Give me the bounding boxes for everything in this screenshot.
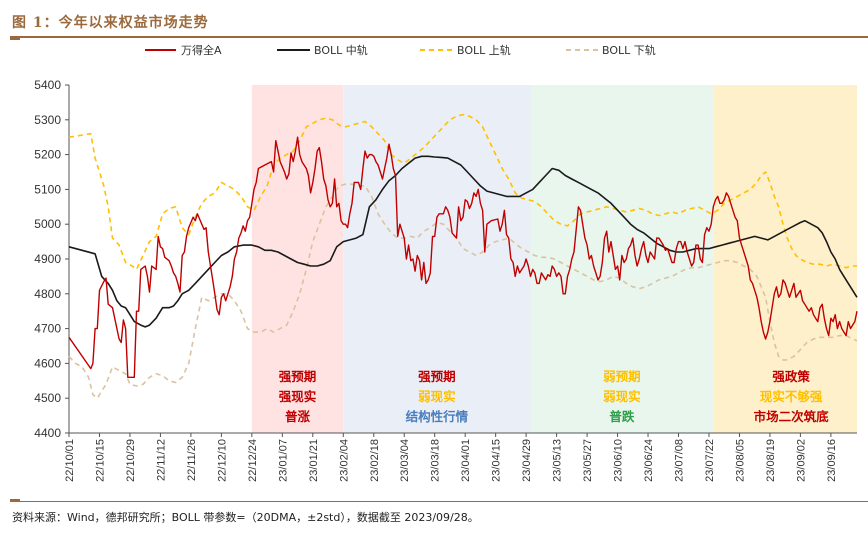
x-tick-label: 23/06/10	[613, 439, 625, 482]
x-tick-label: 22/10/29	[125, 439, 137, 482]
x-tick-label: 22/11/12	[155, 439, 167, 481]
x-tick-label: 23/08/19	[765, 439, 777, 482]
x-tick-label: 22/11/26	[186, 439, 198, 481]
x-tick-label: 23/07/22	[704, 439, 716, 482]
phase-4-label-1: 强政策	[772, 369, 810, 384]
x-tick-label: 23/06/24	[643, 439, 655, 482]
phase-region-4	[713, 85, 857, 433]
x-tick-label: 23/04/29	[521, 439, 533, 482]
series-boll-lower	[68, 183, 858, 399]
source-note: 资料来源：Wind，德邦研究所；BOLL 带参数=（20DMA，±2std），数…	[12, 511, 479, 524]
x-tick-label: 23/04/01	[460, 439, 472, 482]
y-tick-label: 5000	[34, 217, 61, 231]
phase-4-label-3: 市场二次筑底	[754, 409, 830, 424]
x-tick-label: 23/09/16	[826, 439, 838, 482]
x-tick-label: 23/01/07	[277, 439, 289, 482]
y-tick-label: 4900	[34, 252, 61, 266]
x-tick-label: 22/10/15	[94, 439, 106, 482]
phase-1-label-3: 普涨	[285, 409, 311, 424]
source-rule	[10, 501, 868, 502]
phase-1-label-1: 强预期	[279, 369, 317, 384]
phase-3-label-1: 弱预期	[603, 369, 641, 384]
phase-2-label-2: 弱现实	[418, 389, 456, 404]
legend-label-boll-lower: BOLL 下轨	[602, 43, 656, 57]
series	[68, 113, 858, 399]
figure-title: 图 1：今年以来权益市场走势	[12, 15, 209, 31]
title-rule	[10, 36, 868, 38]
x-tick-label: 23/08/05	[734, 439, 746, 482]
x-tick-label: 23/03/18	[430, 439, 442, 482]
x-tick-label: 23/03/04	[399, 439, 411, 482]
y-tick-label: 5200	[34, 148, 61, 162]
y-tick-label: 4400	[34, 426, 61, 440]
x-tick-label: 22/12/10	[216, 439, 228, 482]
x-tick-label: 23/01/21	[308, 439, 320, 482]
phase-4-label-2: 现实不够强	[760, 389, 823, 404]
y-tick-label: 5100	[34, 182, 61, 196]
x-tick-label: 22/12/24	[247, 439, 259, 482]
legend-label-boll-upper: BOLL 上轨	[457, 43, 511, 57]
axes: 4400 4500 4600 4700 4800 4900 5000 5100 5200 5300…	[34, 78, 857, 482]
x-tick-label: 22/10/01	[64, 439, 76, 482]
y-tick-label: 5300	[34, 113, 61, 127]
y-tick-label: 4700	[34, 322, 61, 336]
x-tick-label: 23/05/27	[582, 439, 594, 482]
series-boll-mid	[68, 155, 858, 328]
x-tick-label: 23/07/08	[674, 439, 686, 482]
phase-1-label-2: 强现实	[279, 389, 317, 404]
phase-3-label-3: 普跌	[609, 409, 635, 424]
x-tick-label: 23/04/15	[491, 439, 503, 482]
phase-region-2	[343, 85, 531, 433]
phase-3-label-2: 弱现实	[603, 389, 641, 404]
title-rule-accent	[10, 38, 20, 40]
source-rule-accent	[10, 499, 20, 501]
chart: 4400 4500 4600 4700 4800 4900 5000 5100 5200 5300…	[34, 43, 858, 482]
legend-label-boll-mid: BOLL 中轨	[314, 43, 368, 57]
legend: 万得全A BOLL 中轨 BOLL 上轨 BOLL 下轨	[145, 43, 656, 57]
legend-label-wind-a: 万得全A	[181, 43, 222, 57]
phase-2-label-1: 强预期	[418, 369, 456, 384]
x-tick-label: 23/02/18	[369, 439, 381, 482]
x-tick-label: 23/02/04	[338, 439, 350, 482]
phase-2-label-3: 结构性行情	[406, 409, 469, 424]
y-tick-label: 5400	[34, 78, 61, 92]
x-tick-label: 23/09/02	[795, 439, 807, 482]
y-tick-label: 4500	[34, 391, 61, 405]
y-tick-label: 4800	[34, 287, 61, 301]
series-wind-a	[68, 136, 858, 378]
x-tick-label: 23/05/13	[552, 439, 564, 482]
y-tick-label: 4600	[34, 356, 61, 370]
series-boll-upper	[68, 113, 857, 271]
